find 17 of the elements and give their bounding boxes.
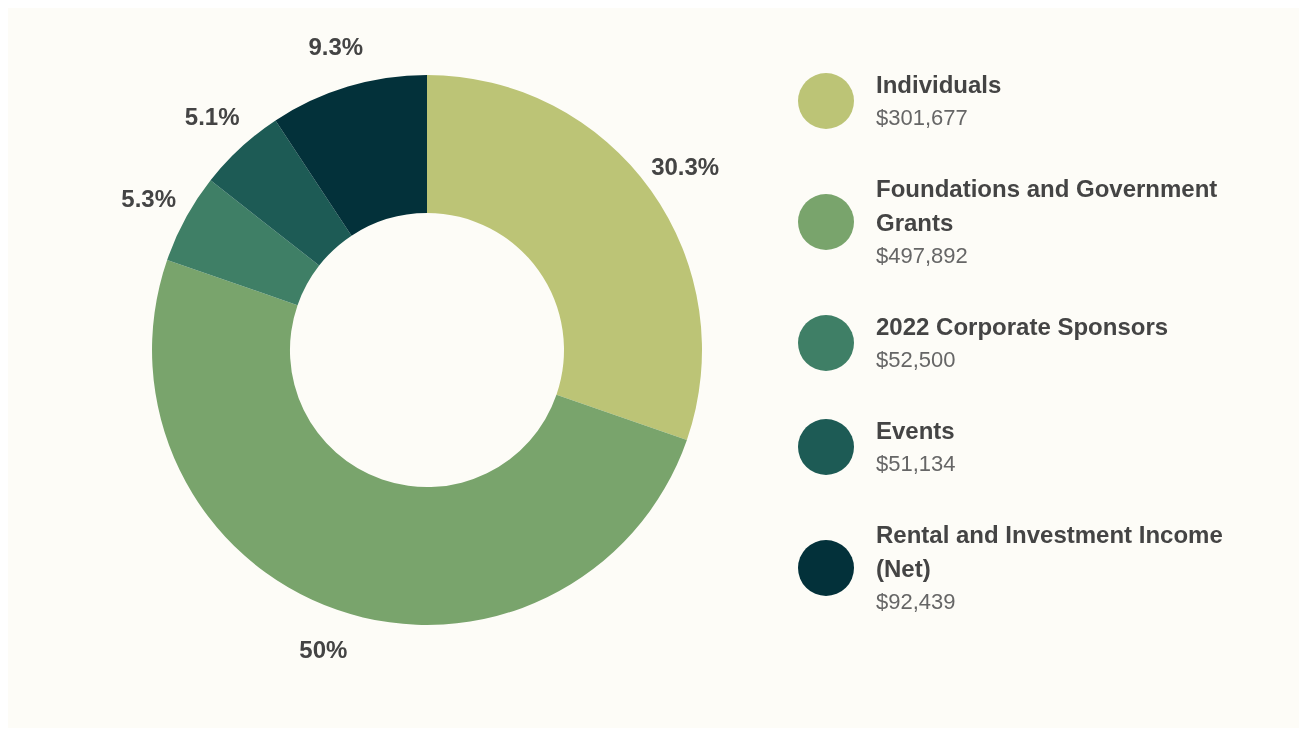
text: 5.1% [184, 103, 240, 131]
legend-label: Individuals [876, 70, 1002, 100]
legend-label: Rental and Investment Income (Net) [876, 520, 1224, 584]
legend-label: Events [876, 416, 956, 446]
legend-label: 2022 Corporate Sponsors [876, 312, 1169, 342]
data-label: $497,892 [876, 242, 969, 270]
data-label: $301,677 [876, 104, 969, 132]
donut-slice [275, 75, 427, 236]
text: 50% [299, 636, 348, 664]
data-label: $92,439 [876, 588, 957, 616]
text: 5.3% [121, 184, 177, 212]
text: 30.3% [651, 152, 720, 180]
donut-slice [152, 259, 687, 625]
data-label: $51,134 [876, 450, 956, 478]
data-label: $52,500 [876, 346, 957, 374]
legend-label: Foundations and Government Grants [876, 174, 1219, 238]
text: 9.3% [308, 32, 364, 60]
